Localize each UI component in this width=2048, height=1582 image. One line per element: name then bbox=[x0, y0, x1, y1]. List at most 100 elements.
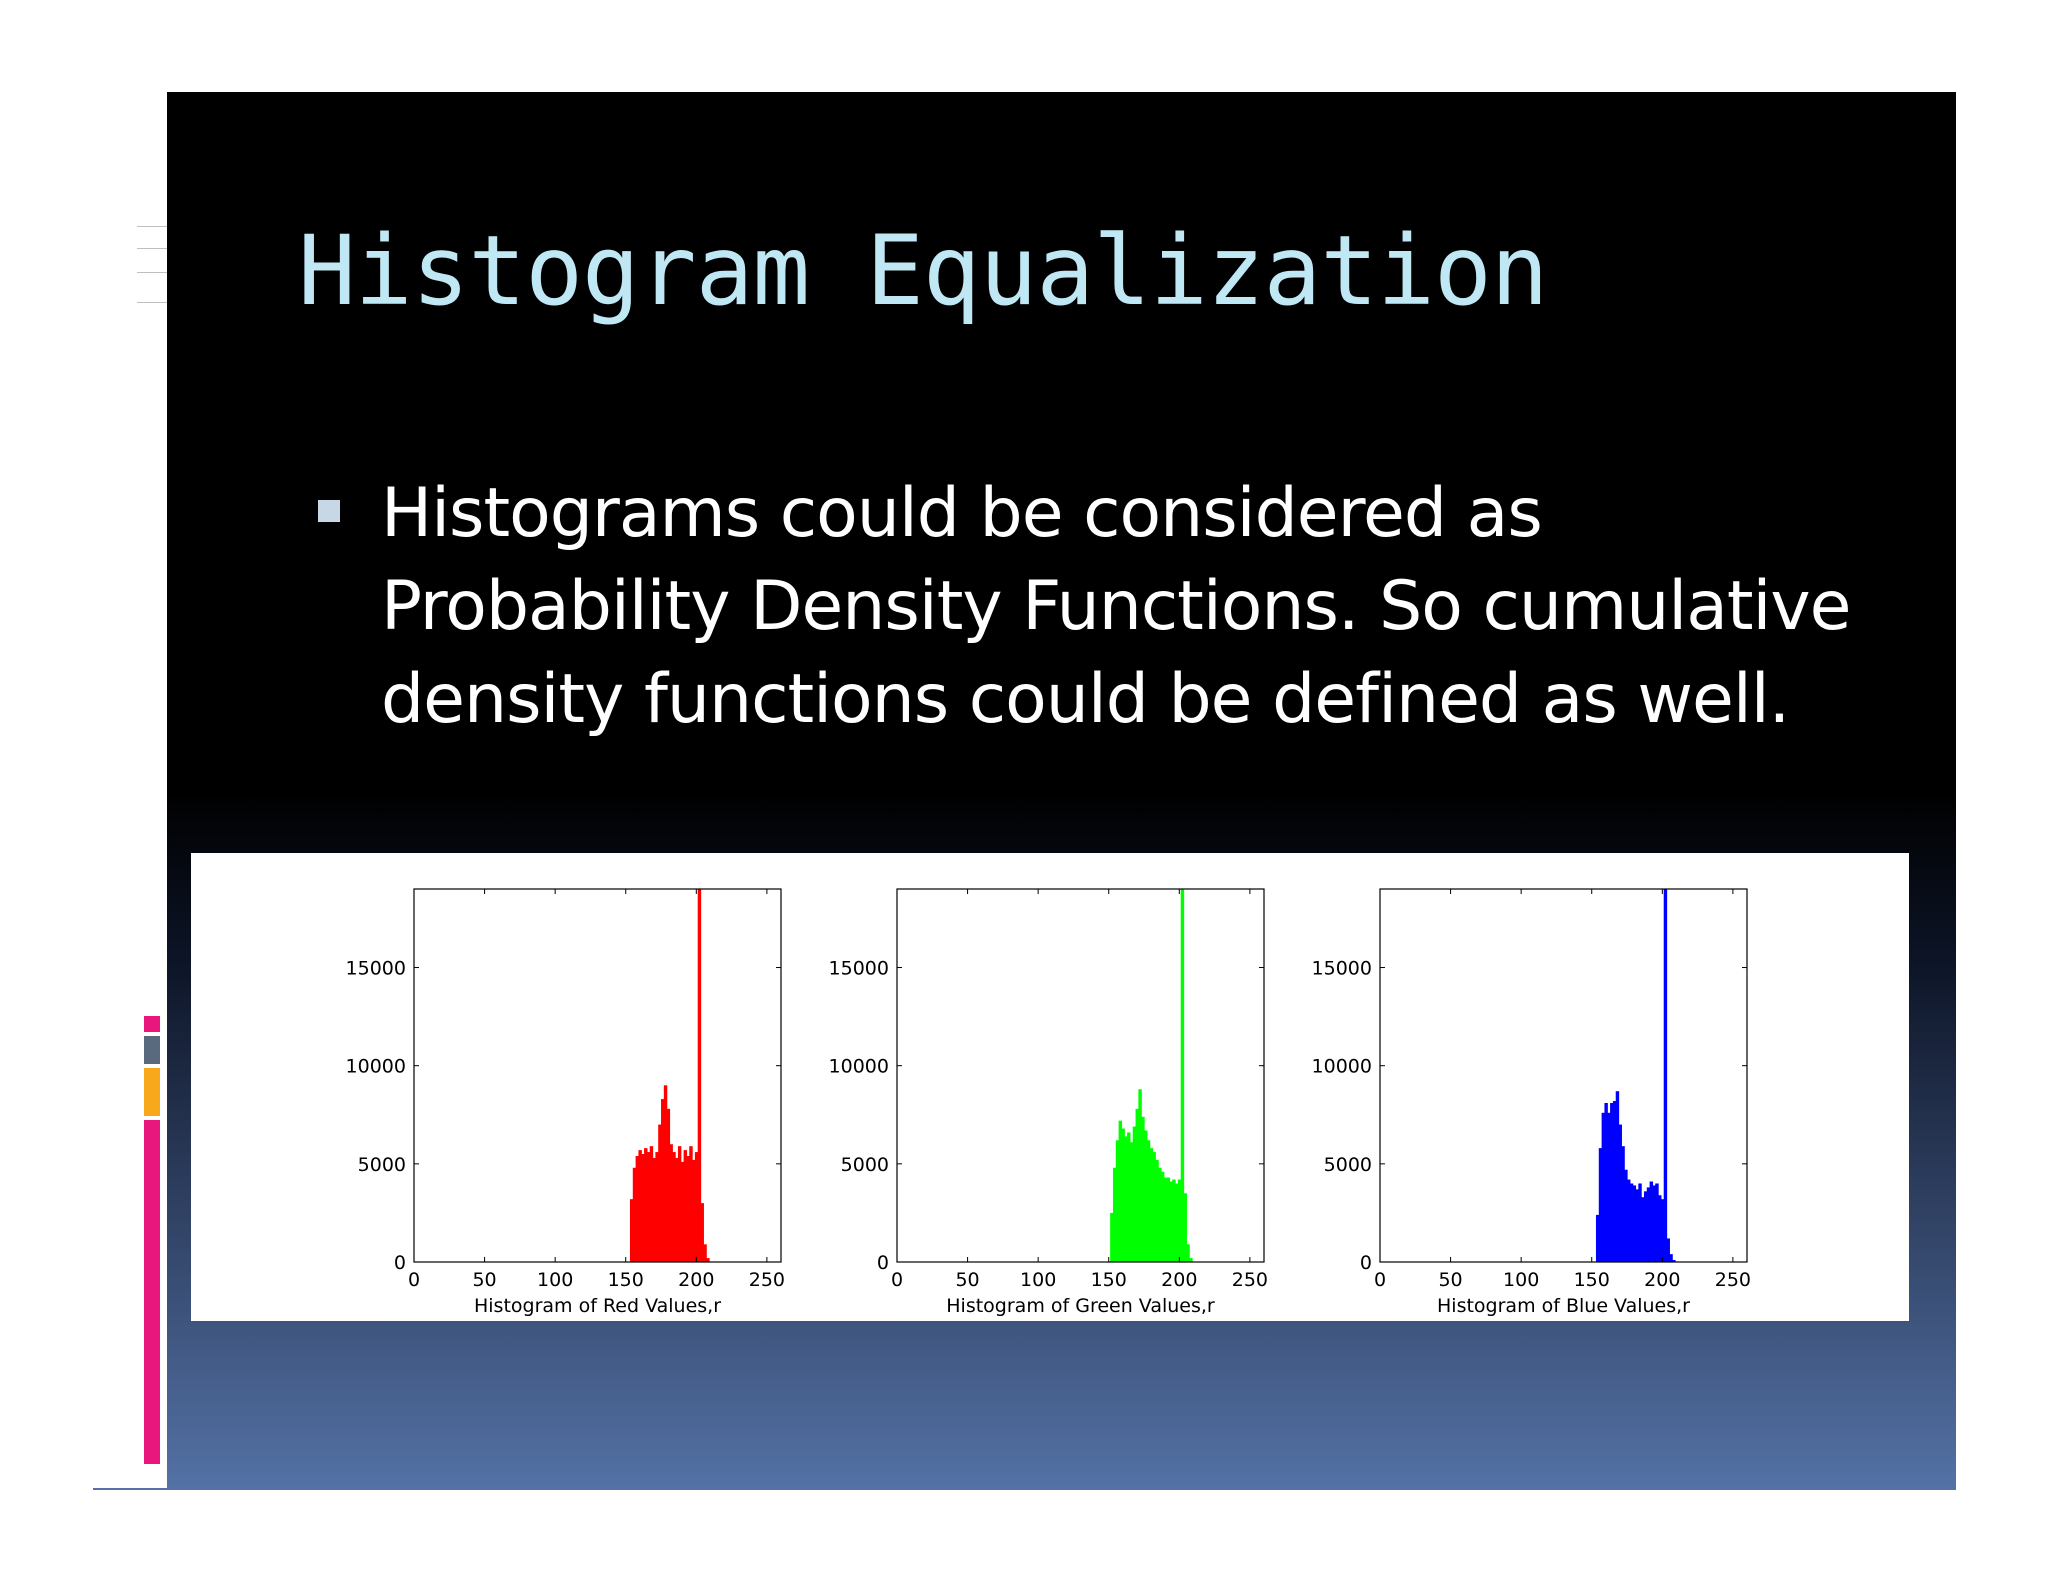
red-histogram-bar bbox=[683, 1150, 688, 1262]
blue-histogram-bar bbox=[1632, 1185, 1637, 1262]
blue-histogram-bar bbox=[1669, 1254, 1673, 1262]
red-histogram-bar bbox=[638, 1150, 642, 1262]
blue-histogram-bar bbox=[1635, 1189, 1639, 1262]
green-x-tick-label: 250 bbox=[1232, 1269, 1268, 1291]
green-histogram-bar bbox=[1124, 1136, 1128, 1262]
blue-histogram-bar bbox=[1629, 1183, 1634, 1262]
green-histogram-bar bbox=[1132, 1126, 1137, 1262]
red-histogram-bar bbox=[661, 1099, 665, 1262]
histogram-charts: 0 50 100 150 200 250050001000015000Histogram … bbox=[346, 888, 1751, 1317]
red-histogram-bar bbox=[669, 1144, 673, 1262]
red-x-axis-label: Histogram of Red Values,r bbox=[474, 1295, 721, 1317]
blue-y-tick-label: 5000 bbox=[1324, 1154, 1372, 1176]
green-x-tick-label: 50 bbox=[955, 1269, 979, 1291]
green-histogram-bar bbox=[1166, 1177, 1171, 1262]
red-histogram-bar bbox=[675, 1157, 679, 1262]
green-histogram-bar bbox=[1189, 1258, 1193, 1262]
red-histogram-bar bbox=[644, 1148, 648, 1262]
green-plot-frame bbox=[896, 888, 1265, 1263]
green-histogram-bar bbox=[1118, 1120, 1123, 1262]
blue-y-tick-label: 0 bbox=[1360, 1252, 1372, 1274]
red-histogram-bar bbox=[646, 1152, 651, 1262]
blue-y-tick-label: 10000 bbox=[1312, 1056, 1372, 1078]
blue-histogram-chart: 0 50 100 150 200 250 0 5000 10000 15000 Histogram … bbox=[1312, 888, 1751, 1317]
bullet-marker bbox=[318, 500, 340, 522]
blue-x-tick-label: 0 bbox=[1374, 1269, 1386, 1291]
blue-x-tick-label: 200 bbox=[1644, 1269, 1680, 1291]
green-x-axis-label: Histogram of Green Values,r bbox=[946, 1295, 1215, 1317]
green-histogram-bar bbox=[1177, 1179, 1182, 1262]
blue-histogram-bar bbox=[1612, 1101, 1617, 1262]
red-x-tick-label: 200 bbox=[678, 1269, 714, 1291]
red-histogram-bar bbox=[666, 1108, 671, 1262]
blue-histogram-bar bbox=[1638, 1183, 1642, 1262]
red-histogram-bar bbox=[697, 889, 702, 1262]
red-histogram-bar bbox=[663, 1085, 668, 1262]
bullet-text: Histograms could be considered as Probab… bbox=[381, 474, 1852, 739]
blue-histogram-bar bbox=[1660, 1199, 1665, 1262]
blue-histogram-bar bbox=[1624, 1169, 1628, 1262]
green-histogram-bar bbox=[1186, 1244, 1190, 1262]
green-histogram-bar bbox=[1175, 1183, 1179, 1262]
green-y-tick-label: 15000 bbox=[829, 958, 889, 980]
green-x-tick-label: 200 bbox=[1161, 1269, 1197, 1291]
blue-histogram-bar bbox=[1627, 1179, 1631, 1262]
red-histogram-bar bbox=[703, 1244, 707, 1262]
red-histogram-bar bbox=[649, 1146, 654, 1262]
green-histogram-bar bbox=[1144, 1130, 1148, 1262]
red-histogram-bar bbox=[706, 1258, 710, 1262]
blue-histogram-bar bbox=[1598, 1148, 1603, 1262]
red-histogram-chart: 0 50 100 150 200 250 0 5000 10000 15000 Histogram … bbox=[346, 888, 785, 1317]
red-x-tick-label: 250 bbox=[749, 1269, 785, 1291]
red-y-tick-label: 15000 bbox=[346, 958, 406, 980]
green-histogram-bar bbox=[1160, 1171, 1165, 1262]
blue-histogram-bar bbox=[1655, 1183, 1659, 1262]
green-x-tick-label: 0 bbox=[891, 1269, 903, 1291]
green-histogram-bar bbox=[1121, 1128, 1125, 1262]
red-y-tick-label: 5000 bbox=[358, 1154, 406, 1176]
green-histogram-bar bbox=[1158, 1167, 1162, 1262]
blue-x-axis-label: Histogram of Blue Values,r bbox=[1437, 1295, 1690, 1317]
green-histogram-bar bbox=[1183, 1193, 1187, 1262]
green-histogram-bar bbox=[1152, 1152, 1156, 1262]
blue-histogram-bar bbox=[1618, 1124, 1622, 1262]
blue-histogram-bar bbox=[1643, 1191, 1648, 1262]
green-histogram-bar bbox=[1115, 1140, 1120, 1262]
blue-y-tick-label: 15000 bbox=[1312, 958, 1372, 980]
red-histogram-bar bbox=[689, 1146, 693, 1262]
green-y-tick-label: 5000 bbox=[841, 1154, 889, 1176]
red-histogram-bar bbox=[680, 1161, 685, 1262]
green-histogram-bar bbox=[1163, 1177, 1168, 1262]
blue-x-tick-label: 100 bbox=[1503, 1269, 1539, 1291]
red-histogram-bar bbox=[677, 1146, 682, 1262]
green-histogram-bar bbox=[1146, 1140, 1151, 1262]
red-x-tick-label: 100 bbox=[537, 1269, 573, 1291]
blue-histogram-bar bbox=[1604, 1102, 1608, 1262]
red-histogram-bar bbox=[655, 1152, 659, 1262]
blue-x-tick-label: 150 bbox=[1574, 1269, 1610, 1291]
red-y-tick-label: 0 bbox=[394, 1252, 406, 1274]
blue-x-tick-label: 250 bbox=[1715, 1269, 1751, 1291]
red-x-tick-label: 0 bbox=[408, 1269, 420, 1291]
green-histogram-bar bbox=[1141, 1116, 1145, 1262]
slide-bottom-line bbox=[93, 1488, 169, 1490]
green-histogram-bar bbox=[1112, 1167, 1117, 1262]
green-histogram-bar bbox=[1149, 1148, 1154, 1262]
blue-histogram-bar bbox=[1601, 1112, 1606, 1262]
red-histogram-bar bbox=[692, 1159, 696, 1262]
red-plot-frame bbox=[413, 888, 782, 1263]
green-histogram-bar bbox=[1129, 1142, 1134, 1262]
blue-histogram-bar bbox=[1610, 1102, 1614, 1262]
green-histogram-bar bbox=[1169, 1181, 1173, 1262]
green-histogram-bar bbox=[1180, 889, 1185, 1262]
green-histogram-bar bbox=[1127, 1132, 1131, 1262]
red-histogram-bar bbox=[635, 1155, 640, 1262]
red-histogram-bar bbox=[672, 1152, 676, 1262]
blue-histogram-bar bbox=[1652, 1185, 1656, 1262]
red-x-tick-label: 150 bbox=[608, 1269, 644, 1291]
blue-histogram-bar bbox=[1641, 1197, 1645, 1262]
blue-histogram-bar bbox=[1663, 889, 1668, 1262]
green-x-tick-label: 100 bbox=[1020, 1269, 1056, 1291]
red-histogram-bar bbox=[652, 1157, 656, 1262]
red-histogram-bar bbox=[700, 1203, 704, 1262]
